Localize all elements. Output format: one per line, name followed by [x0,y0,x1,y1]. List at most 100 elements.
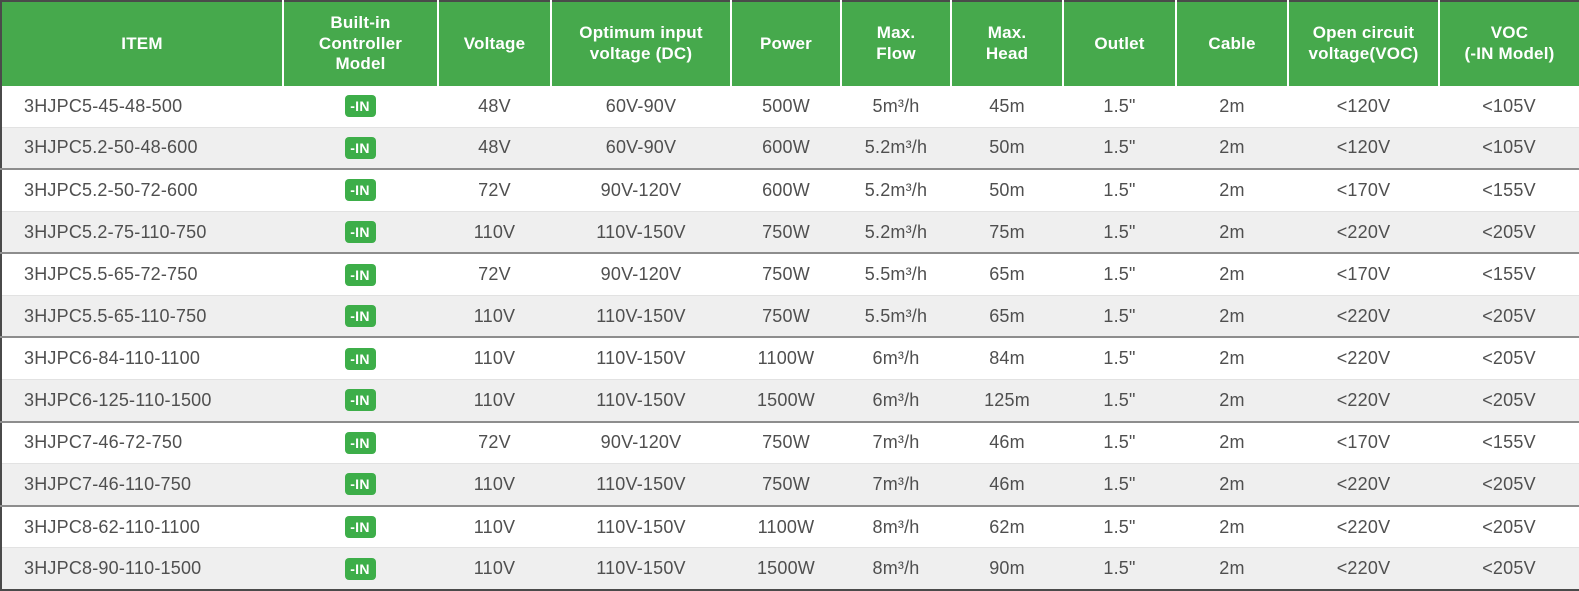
voltage-cell: 72V [478,179,511,200]
cable-cell: 2m [1219,389,1245,410]
col-header-voc-in-model: VOC (-IN Model) [1438,1,1579,86]
in-model-badge: -IN [345,557,376,580]
item-cell: 3HJPC7-46-72-750 [24,432,183,453]
optimum-input-voltage-cell: 60V-90V [605,137,677,158]
in-model-badge: -IN [345,136,376,159]
power-cell: 600W [762,137,810,158]
in-model-badge: -IN [345,389,376,412]
power-cell: 750W [762,305,810,326]
open-circuit-voltage-cell: <120V [1336,95,1391,116]
optimum-input-voltage-cell: 60V-90V [605,95,677,116]
outlet-cell: 1.5" [1103,179,1136,200]
voltage-cell: 110V [473,558,516,579]
table-body: 3HJPC5-45-48-500 -IN 48V 60V-90V 500W 5m… [1,86,1579,590]
power-cell: 1100W [757,348,815,369]
power-cell: 600W [762,179,810,200]
in-model-badge: -IN [345,305,376,328]
col-header-open-circuit-voltage: Open circuit voltage(VOC) [1287,1,1439,86]
voltage-cell: 110V [473,221,516,242]
item-cell: 3HJPC5.2-50-48-600 [24,137,198,158]
optimum-input-voltage-cell: 110V-150V [596,473,686,494]
controller-model-cell: -IN [283,211,438,253]
cable-cell: 2m [1219,264,1245,285]
max-head-cell: 90m [989,558,1025,579]
item-cell: 3HJPC8-62-110-1100 [24,516,201,537]
col-header-max-flow: Max. Flow [840,1,951,86]
controller-model-cell: -IN [283,127,438,169]
power-cell: 750W [762,432,810,453]
open-circuit-voltage-cell: <220V [1336,221,1391,242]
max-flow-cell: 8m³/h [872,516,920,537]
open-circuit-voltage-cell: <220V [1336,473,1391,494]
item-cell: 3HJPC6-84-110-1100 [24,348,201,369]
optimum-input-voltage-cell: 110V-150V [596,348,686,369]
max-flow-cell: 7m³/h [872,473,920,494]
col-header-power: Power [730,1,841,86]
voc-in-model-cell: <155V [1482,432,1536,453]
optimum-input-voltage-cell: 110V-150V [596,305,686,326]
voc-in-model-cell: <155V [1482,264,1536,285]
max-flow-cell: 6m³/h [872,389,920,410]
max-head-cell: 65m [989,264,1025,285]
outlet-cell: 1.5" [1103,95,1136,116]
in-model-badge: -IN [345,473,376,496]
item-cell: 3HJPC5.5-65-72-750 [24,264,198,285]
max-flow-cell: 7m³/h [872,432,920,453]
controller-model-cell: -IN [283,380,438,422]
cable-cell: 2m [1219,348,1245,369]
controller-model-cell: -IN [283,169,438,211]
voltage-cell: 72V [478,264,511,285]
voc-in-model-cell: <205V [1482,348,1536,369]
max-head-cell: 46m [989,473,1025,494]
open-circuit-voltage-cell: <170V [1336,179,1391,200]
optimum-input-voltage-cell: 110V-150V [596,221,686,242]
cable-cell: 2m [1219,137,1245,158]
table-row: 3HJPC8-62-110-1100 -IN 110V 110V-150V 11… [1,505,1579,548]
outlet-cell: 1.5" [1103,221,1136,242]
max-head-cell: 62m [989,516,1025,537]
table-row: 3HJPC6-125-110-1500 -IN 110V 110V-150V 1… [1,379,1579,422]
voc-in-model-cell: <205V [1482,389,1536,410]
power-cell: 1100W [757,516,815,537]
controller-model-cell: -IN [283,295,438,337]
open-circuit-voltage-cell: <220V [1336,348,1391,369]
in-model-badge: -IN [345,95,376,118]
outlet-cell: 1.5" [1103,137,1136,158]
outlet-cell: 1.5" [1103,516,1136,537]
voltage-cell: 110V [473,348,516,369]
max-head-cell: 65m [989,305,1025,326]
voltage-cell: 110V [473,473,516,494]
cable-cell: 2m [1219,221,1245,242]
outlet-cell: 1.5" [1103,473,1136,494]
in-model-badge: -IN [345,221,376,243]
table-row: 3HJPC5.2-75-110-750 -IN 110V 110V-150V 7… [1,211,1579,254]
in-model-badge: -IN [345,263,376,286]
controller-model-cell: -IN [283,422,438,464]
open-circuit-voltage-cell: <220V [1336,516,1391,537]
cable-cell: 2m [1219,95,1245,116]
max-flow-cell: 5.2m³/h [864,137,928,158]
voltage-cell: 48V [478,95,511,116]
outlet-cell: 1.5" [1103,558,1136,579]
optimum-input-voltage-cell: 90V-120V [600,432,682,453]
voc-in-model-cell: <205V [1482,473,1536,494]
max-head-cell: 46m [989,432,1025,453]
cable-cell: 2m [1219,558,1245,579]
item-cell: 3HJPC8-90-110-1500 [24,558,202,579]
power-cell: 750W [762,264,810,285]
in-model-badge: -IN [345,431,376,454]
outlet-cell: 1.5" [1103,389,1136,410]
voc-in-model-cell: <205V [1482,305,1536,326]
open-circuit-voltage-cell: <120V [1336,137,1391,158]
power-cell: 1500W [756,389,816,410]
col-header-item: ITEM [1,1,283,86]
voc-in-model-cell: <155V [1482,179,1536,200]
table-row: 3HJPC5.2-50-72-600 -IN 72V 90V-120V 600W… [1,169,1579,212]
max-head-cell: 84m [989,348,1025,369]
outlet-cell: 1.5" [1103,264,1136,285]
max-flow-cell: 6m³/h [872,348,920,369]
header-row: ITEM Built-in Controller Model Voltage O… [1,1,1579,86]
table-row: 3HJPC5.5-65-72-750 -IN 72V 90V-120V 750W… [1,253,1579,296]
